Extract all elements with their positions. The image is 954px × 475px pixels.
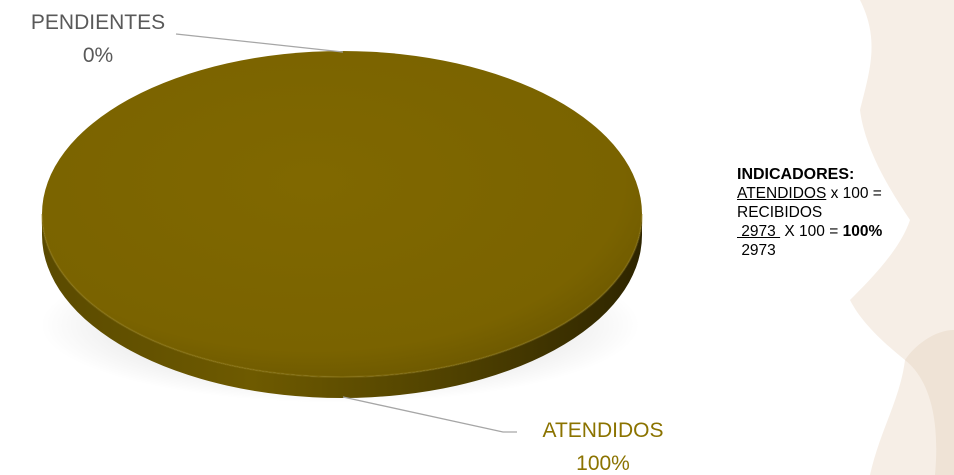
formula-times-equals-2: X 100 = — [780, 223, 843, 240]
label-atendidos-value: 100% — [576, 452, 630, 475]
formula-numerator-label: ATENDIDOS — [737, 185, 827, 202]
formula-denominator-label: RECIBIDOS — [737, 204, 823, 221]
leader-line-atendidos — [342, 396, 517, 433]
formula-numerator-value: 2973 — [737, 223, 781, 240]
formula-times-equals: x 100 = — [826, 185, 882, 202]
formula-line-2: 2973 X 100 = 100% — [737, 222, 952, 241]
leader-line-pendientes — [175, 33, 344, 53]
pie-slice-top-atendidos — [42, 51, 642, 377]
formula-line-1: ATENDIDOS x 100 = — [737, 184, 952, 203]
label-pendientes-name: PENDIENTES — [31, 11, 165, 34]
formula-result: 100% — [842, 223, 883, 240]
pie-rim-highlight — [41, 213, 643, 378]
formula-denominator-value: 2973 — [737, 241, 952, 260]
background-swirl-accent — [905, 330, 954, 475]
formula-denominator-value-text: 2973 — [741, 242, 776, 259]
indicators-panel: INDICADORES: ATENDIDOS x 100 = RECIBIDOS… — [737, 165, 952, 260]
label-atendidos-name: ATENDIDOS — [543, 419, 664, 442]
label-pendientes-value: 0% — [83, 44, 113, 67]
indicators-title: INDICADORES: — [737, 166, 855, 183]
